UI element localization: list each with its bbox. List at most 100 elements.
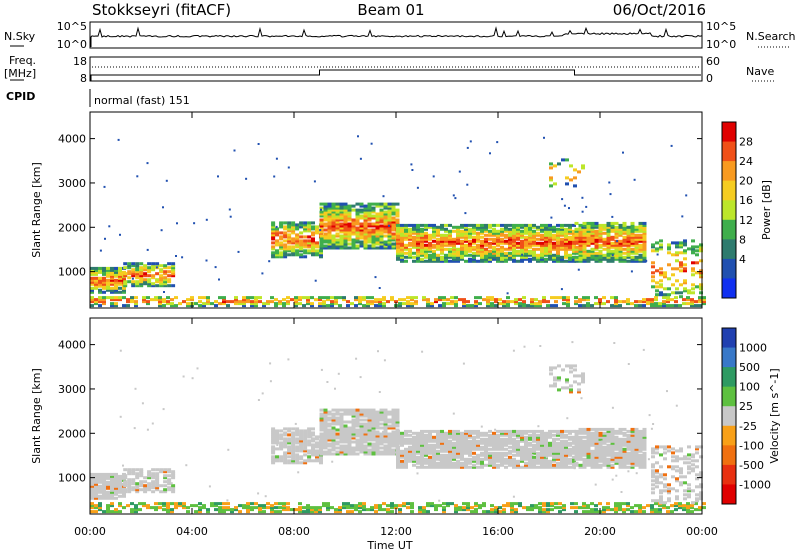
heatmap-cell — [575, 228, 579, 231]
heatmap-cell — [667, 449, 671, 452]
heatmap-cell — [631, 256, 635, 259]
heatmap-cell — [291, 237, 295, 240]
heatmap-cell — [110, 296, 114, 299]
heatmap-cell — [319, 229, 321, 231]
heatmap-cell — [578, 506, 582, 509]
heatmap-cell — [540, 242, 544, 245]
heatmap-cell — [577, 388, 581, 391]
heatmap-cell — [591, 222, 595, 225]
heatmap-cell — [278, 510, 282, 513]
heatmap-cell — [123, 480, 127, 483]
heatmap-cell — [438, 504, 442, 507]
heatmap-cell — [324, 203, 328, 206]
heatmap-cell — [659, 271, 663, 274]
heatmap-cell — [542, 508, 546, 511]
heatmap-cell — [194, 302, 198, 305]
heatmap-cell — [122, 465, 124, 467]
heatmap-cell — [106, 481, 110, 484]
heatmap-cell — [303, 255, 307, 258]
heatmap-cell — [118, 296, 122, 299]
heatmap-cell — [575, 222, 579, 225]
heatmap-cell — [336, 203, 340, 206]
heatmap-cell — [364, 205, 368, 208]
heatmap-cell — [250, 296, 254, 299]
heatmap-cell — [94, 473, 98, 476]
heatmap-cell — [496, 224, 500, 227]
heatmap-cell — [384, 211, 388, 214]
heatmap-cell — [442, 296, 446, 299]
heatmap-cell — [286, 502, 290, 505]
heatmap-cell — [406, 506, 410, 509]
heatmap-cell — [552, 234, 556, 237]
heatmap-cell — [126, 298, 130, 301]
heatmap-cell — [691, 287, 695, 290]
heatmap-cell — [554, 502, 558, 505]
heatmap-cell — [315, 225, 319, 228]
heatmap-cell — [440, 454, 444, 457]
heatmap-cell — [314, 298, 318, 301]
heatmap-cell — [472, 464, 476, 467]
freq-tick-left-top: 18 — [73, 55, 87, 68]
heatmap-cell — [568, 254, 572, 257]
heatmap-cell — [472, 224, 476, 227]
heatmap-cell — [152, 423, 154, 425]
heatmap-cell — [476, 224, 480, 227]
colorbar-tick-label: 28 — [739, 136, 753, 149]
heatmap-cell — [512, 224, 516, 227]
heatmap-cell — [134, 300, 138, 303]
heatmap-cell — [634, 510, 638, 513]
colorbar-swatch — [722, 122, 736, 142]
heatmap-cell — [482, 502, 486, 505]
heatmap-cell — [454, 296, 458, 299]
heatmap-cell — [378, 504, 382, 507]
heatmap-cell — [569, 388, 573, 391]
heatmap-cell — [462, 506, 466, 509]
heatmap-cell — [510, 502, 514, 505]
heatmap-cell — [634, 179, 636, 181]
heatmap-cell — [143, 476, 147, 479]
heatmap-cell — [118, 287, 122, 290]
heatmap-cell — [612, 407, 614, 409]
nave-label: Nave — [746, 65, 774, 78]
heatmap-cell — [250, 300, 254, 303]
heatmap-cell — [287, 358, 289, 360]
heatmap-cell — [666, 296, 670, 299]
heatmap-cell — [273, 176, 275, 178]
heatmap-cell — [631, 428, 635, 431]
heatmap-cell — [454, 197, 456, 199]
heatmap-cell — [651, 447, 655, 450]
heatmap-cell — [336, 409, 340, 412]
heatmap-cell — [532, 430, 536, 433]
heatmap-cell — [492, 228, 496, 231]
heatmap-cell — [690, 298, 694, 301]
heatmap-cell — [663, 293, 667, 296]
heatmap-cell — [691, 283, 695, 286]
heatmap-cell — [474, 300, 478, 303]
heatmap-cell — [186, 302, 190, 305]
heatmap-cell — [663, 271, 667, 274]
heatmap-cell — [565, 378, 569, 381]
heatmap-cell — [98, 289, 102, 292]
heatmap-cell — [396, 446, 400, 449]
heatmap-cell — [322, 502, 326, 505]
heatmap-cell — [163, 270, 167, 273]
heatmap-cell — [214, 502, 218, 505]
heatmap-cell — [131, 268, 135, 271]
heatmap-cell — [246, 296, 250, 299]
heatmap-cell — [484, 224, 488, 227]
heatmap-cell — [516, 242, 520, 245]
heatmap-cell — [504, 466, 508, 469]
heatmap-cell — [270, 380, 272, 382]
heatmap-cell — [633, 437, 635, 439]
heatmap-cell — [502, 504, 506, 507]
heatmap-cell — [544, 432, 548, 435]
heatmap-cell — [299, 235, 303, 238]
heatmap-cell — [601, 441, 603, 443]
heatmap-cell — [130, 296, 134, 299]
heatmap-cell — [270, 504, 274, 507]
heatmap-cell — [388, 411, 392, 414]
heatmap-cell — [328, 411, 332, 414]
heatmap-cell — [332, 235, 336, 238]
heatmap-cell — [364, 445, 368, 448]
heatmap-cell — [226, 506, 230, 509]
